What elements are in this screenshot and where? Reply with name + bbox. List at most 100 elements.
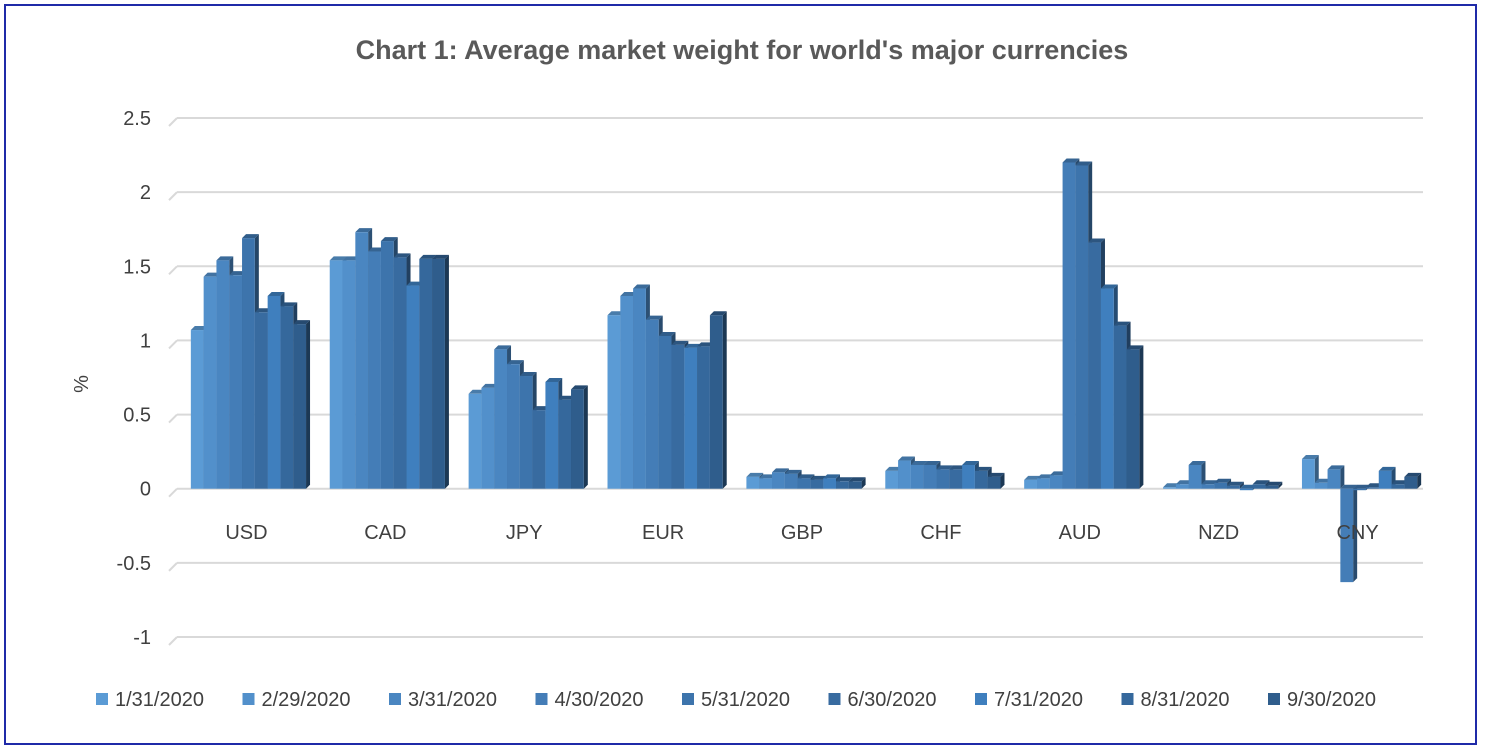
bar-top — [607, 311, 625, 316]
category-labels: USD CAD JPY EUR GBP CHF AUD NZD CNY — [225, 522, 1378, 544]
bar-front — [836, 481, 849, 489]
bar-front — [974, 470, 988, 489]
bar-front — [898, 460, 911, 489]
bar-top — [419, 254, 437, 259]
bar-front — [1088, 242, 1101, 489]
gridline-perspective — [168, 191, 178, 201]
bar-top — [810, 475, 828, 480]
bar-front — [545, 381, 559, 489]
bar-front — [1301, 459, 1315, 489]
bar-top — [1301, 455, 1319, 460]
y-axis-label: % — [71, 375, 93, 393]
bar-top — [898, 456, 915, 461]
bar-front — [1327, 469, 1341, 489]
legend-label: 3/31/2020 — [408, 689, 497, 711]
bar-front — [432, 258, 445, 489]
bar-front — [1075, 165, 1089, 489]
bar-front — [633, 288, 646, 489]
legend-swatch — [1268, 693, 1280, 705]
bar-top — [709, 311, 727, 316]
legend-swatch — [682, 693, 694, 705]
bar-front — [532, 410, 546, 489]
bar-top — [848, 477, 866, 482]
gridline-perspective — [168, 117, 178, 127]
bar-cny-3 — [1327, 465, 1345, 489]
bar-top — [216, 256, 234, 261]
y-tick-label: -1 — [133, 627, 151, 649]
bar-side — [1417, 472, 1422, 489]
bar-top — [1175, 480, 1193, 485]
bar-top — [368, 247, 385, 252]
bar-front — [1163, 487, 1176, 489]
bar-front — [355, 232, 369, 489]
bar-side — [861, 477, 866, 489]
bar-top — [620, 291, 638, 296]
bar-front — [519, 376, 533, 489]
legend-item: 9/30/2020 — [1268, 689, 1376, 711]
bars — [190, 158, 1422, 583]
bar-chart: Chart 1: Average market weight for world… — [71, 35, 1423, 711]
bar-front — [1391, 484, 1405, 489]
legend-item: 8/31/2020 — [1121, 689, 1229, 711]
bar-top — [1188, 460, 1206, 465]
bar-top — [1088, 238, 1105, 243]
bar-gbp-9 — [848, 477, 866, 489]
bar-top — [545, 377, 563, 382]
bar-front — [658, 335, 672, 489]
bar-top — [393, 253, 411, 258]
bar-front — [1175, 484, 1189, 489]
y-tick-label: -0.5 — [117, 553, 151, 575]
bar-front — [558, 399, 572, 489]
legend-swatch — [242, 693, 255, 705]
bar-top — [1201, 480, 1219, 485]
legend-swatch — [975, 693, 987, 705]
bar-front — [885, 470, 899, 489]
bar-top — [1327, 465, 1345, 470]
bar-top — [633, 284, 650, 289]
bar-front — [784, 473, 798, 489]
bar-top — [355, 228, 373, 233]
bar-top — [1062, 158, 1080, 163]
bar-top — [697, 342, 714, 347]
bar-side — [722, 311, 727, 489]
legend-swatch — [96, 693, 108, 705]
bar-top — [923, 460, 941, 465]
legend-item: 6/30/2020 — [828, 689, 936, 711]
bar-top — [481, 383, 499, 388]
category-label: AUD — [1059, 522, 1101, 544]
bar-top — [987, 472, 1005, 477]
bar-top — [910, 460, 928, 465]
bar-front — [1126, 349, 1140, 489]
bar-top — [1391, 480, 1409, 485]
y-tick-label: 2.5 — [123, 108, 151, 130]
bar-front — [823, 478, 836, 489]
bar-nzd-9 — [1265, 481, 1283, 489]
bar-front — [190, 330, 204, 489]
bar-front — [772, 472, 785, 489]
bar-front — [709, 315, 723, 489]
bar-top — [1314, 478, 1332, 483]
legend-label: 5/31/2020 — [701, 689, 790, 711]
bar-cny-9 — [1404, 472, 1422, 489]
bar-side — [1340, 465, 1345, 489]
chart-frame: Chart 1: Average market weight for world… — [4, 4, 1477, 745]
bar-front — [936, 469, 950, 489]
bar-front — [1239, 488, 1253, 491]
category-label: NZD — [1198, 522, 1239, 544]
gridline-perspective — [168, 413, 178, 424]
bar-front — [1201, 484, 1215, 489]
bar-top — [494, 345, 512, 350]
bar-front — [949, 469, 963, 489]
bar-front — [1049, 475, 1063, 489]
bar-top — [1024, 475, 1041, 480]
bar-top — [1378, 466, 1396, 471]
bar-top — [507, 360, 524, 365]
bar-top — [1340, 484, 1358, 489]
bar-front — [1036, 478, 1050, 489]
bar-top — [190, 326, 208, 331]
legend-label: 9/30/2020 — [1287, 689, 1376, 711]
bar-front — [203, 276, 217, 489]
legend-item: 2/29/2020 — [242, 689, 350, 711]
bar-front — [293, 324, 307, 489]
bar-top — [571, 385, 588, 390]
